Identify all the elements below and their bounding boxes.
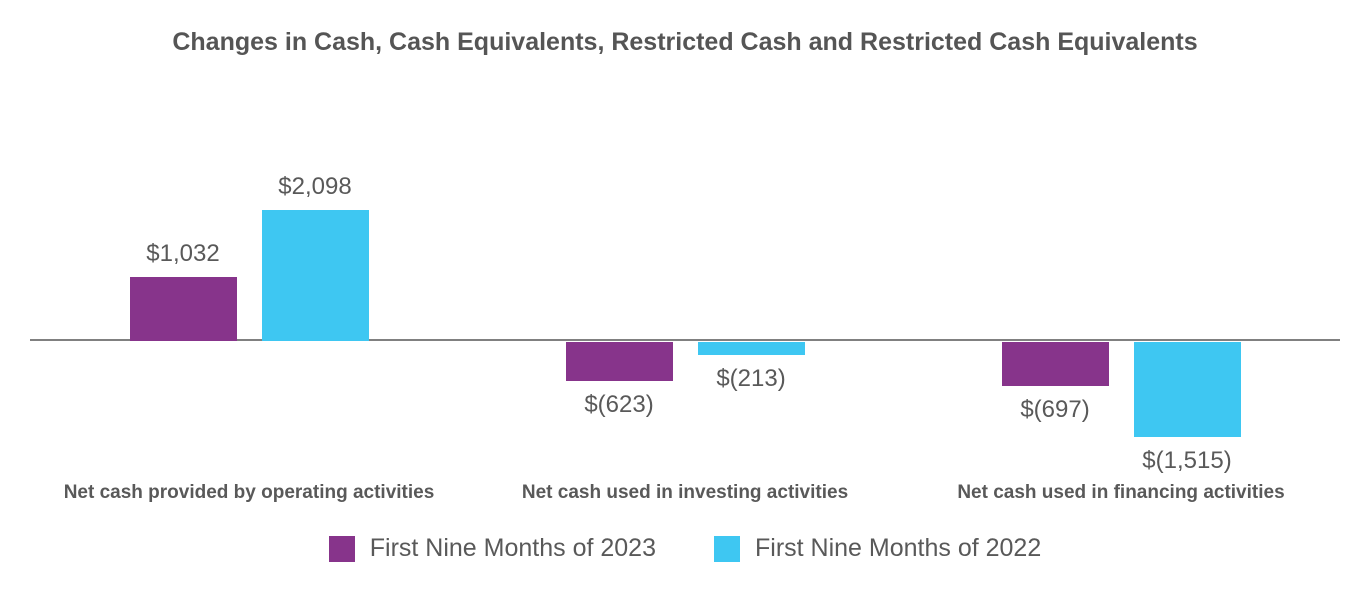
bar-value-label-2022-operating: $2,098 (278, 173, 352, 200)
legend-item-2023: First Nine Months of 2023 (328, 534, 656, 563)
x-axis-line (30, 339, 1340, 341)
legend: First Nine Months of 2023 First Nine Mon… (0, 534, 1370, 563)
bar-2023-operating (129, 277, 237, 341)
bar-2023-investing (565, 342, 673, 381)
legend-label-2023: First Nine Months of 2023 (369, 534, 656, 562)
bar-value-label-2022-investing: $(213) (716, 365, 786, 392)
legend-label-2022: First Nine Months of 2022 (755, 534, 1042, 562)
bar-value-label-2023-operating: $1,032 (146, 240, 220, 267)
bar-value-label-2023-investing: $(623) (584, 391, 654, 418)
legend-swatch-2022 (714, 535, 740, 562)
bar-2022-financing (1133, 342, 1241, 437)
legend-swatch-2023 (328, 535, 355, 562)
bar-value-label-2022-financing: $(1,515) (1142, 447, 1232, 474)
category-label-financing: Net cash used in financing activities (957, 482, 1285, 503)
category-label-operating: Net cash provided by operating activitie… (63, 482, 435, 503)
category-label-investing: Net cash used in investing activities (521, 482, 849, 503)
legend-item-2022: First Nine Months of 2022 (714, 534, 1041, 563)
chart-title: Changes in Cash, Cash Equivalents, Restr… (172, 28, 1198, 56)
bar-2023-financing (1001, 342, 1109, 386)
bar-2022-operating (261, 210, 369, 341)
bar-value-label-2023-financing: $(697) (1020, 396, 1090, 423)
bar-2022-investing (697, 342, 805, 355)
